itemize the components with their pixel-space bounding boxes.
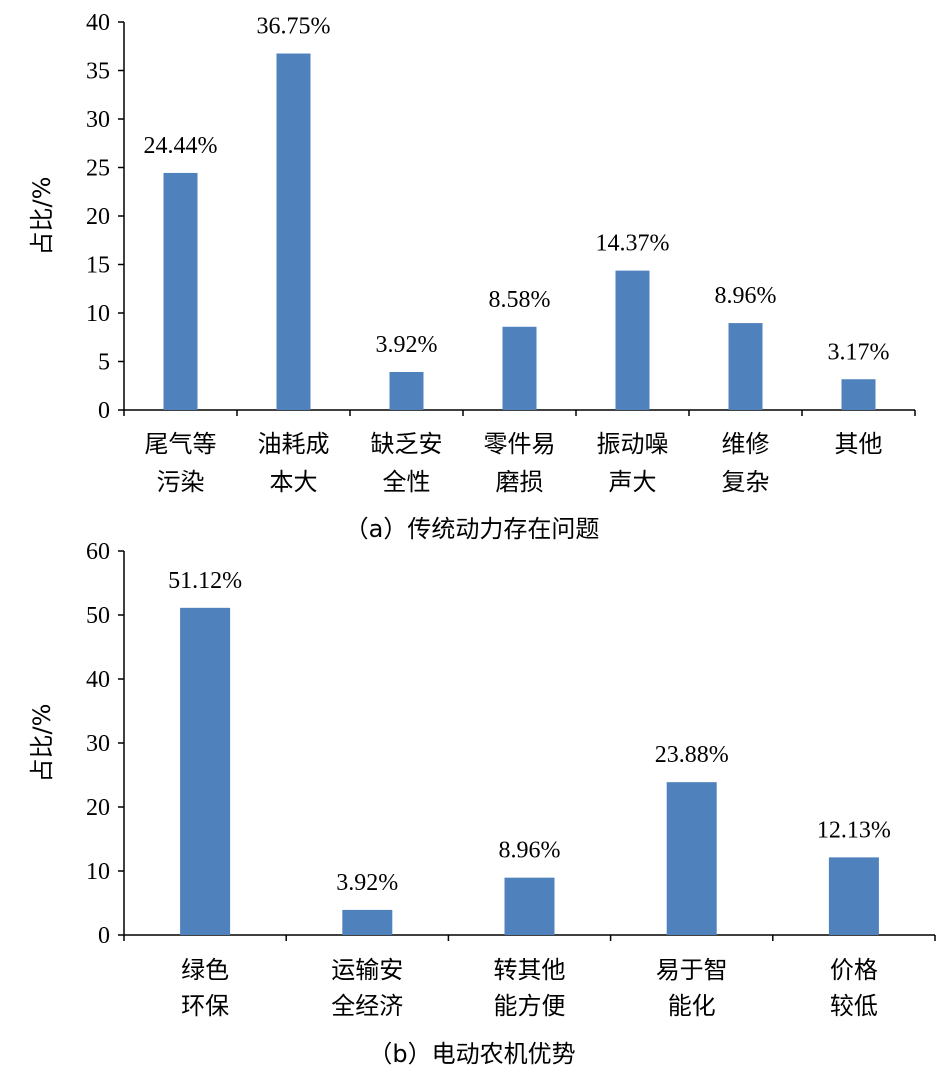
y-tick-label: 50 <box>86 603 110 629</box>
y-tick-label: 5 <box>98 350 110 376</box>
data-label: 8.58% <box>489 287 551 313</box>
category-label: 零件易 <box>484 430 556 458</box>
y-tick-label: 0 <box>98 398 110 424</box>
category-label: 缺乏安 <box>371 430 443 458</box>
category-label: 能化 <box>668 992 716 1020</box>
category-label: 污染 <box>157 468 205 496</box>
category-label: 本大 <box>270 468 318 496</box>
bar <box>828 857 879 935</box>
category-label: 磨损 <box>496 468 544 496</box>
bar <box>615 270 650 410</box>
data-label: 3.92% <box>336 870 398 896</box>
y-tick-label: 25 <box>86 156 110 182</box>
bar <box>728 323 763 410</box>
bar <box>666 782 717 935</box>
data-label: 23.88% <box>655 742 729 768</box>
category-label: 油耗成 <box>258 430 330 458</box>
category-label: 能方便 <box>494 992 566 1020</box>
bar <box>841 379 876 410</box>
category-label: 复杂 <box>722 468 770 496</box>
category-label: 全性 <box>383 468 431 496</box>
data-label: 3.92% <box>376 332 438 358</box>
category-label: 较低 <box>830 992 878 1020</box>
y-tick-label: 10 <box>86 859 110 885</box>
category-label: 绿色 <box>181 956 229 984</box>
bar <box>389 371 424 410</box>
data-label: 12.13% <box>817 817 891 843</box>
y-tick-label: 40 <box>86 667 110 693</box>
data-label: 8.96% <box>499 838 561 864</box>
bar <box>342 909 393 935</box>
y-tick-label: 15 <box>86 253 110 279</box>
y-axis-label: 占比/% <box>28 177 56 256</box>
bar <box>163 172 198 410</box>
y-tick-label: 30 <box>86 107 110 133</box>
category-label: 声大 <box>609 468 657 496</box>
data-label: 51.12% <box>168 568 242 594</box>
data-label: 24.44% <box>144 133 218 159</box>
category-label: 全经济 <box>331 992 403 1020</box>
data-label: 14.37% <box>596 231 670 257</box>
category-label: 维修 <box>722 430 770 458</box>
category-label: 易于智 <box>656 956 728 984</box>
category-label: 振动噪 <box>597 430 669 458</box>
data-label: 8.96% <box>715 283 777 309</box>
bar <box>504 877 555 935</box>
y-tick-label: 10 <box>86 301 110 327</box>
category-label: 尾气等 <box>145 430 217 458</box>
category-label: 运输安 <box>331 956 403 984</box>
chart-caption: （a）传统动力存在问题 <box>345 515 600 543</box>
bar <box>276 53 311 411</box>
y-tick-label: 20 <box>86 204 110 230</box>
bar <box>502 326 537 410</box>
y-tick-label: 30 <box>86 731 110 757</box>
data-label: 36.75% <box>257 14 331 40</box>
category-label: 其他 <box>835 430 883 458</box>
category-label: 转其他 <box>494 956 566 984</box>
y-tick-label: 40 <box>86 10 110 36</box>
chart-caption: （b）电动农机优势 <box>368 1040 575 1068</box>
y-tick-label: 20 <box>86 795 110 821</box>
category-label: 环保 <box>181 992 229 1020</box>
data-label: 3.17% <box>828 339 890 365</box>
y-tick-label: 0 <box>98 923 110 949</box>
y-axis-label: 占比/% <box>28 704 56 783</box>
y-tick-label: 35 <box>86 59 110 85</box>
y-tick-label: 60 <box>86 539 110 565</box>
category-label: 价格 <box>830 956 878 984</box>
bar <box>180 607 231 935</box>
